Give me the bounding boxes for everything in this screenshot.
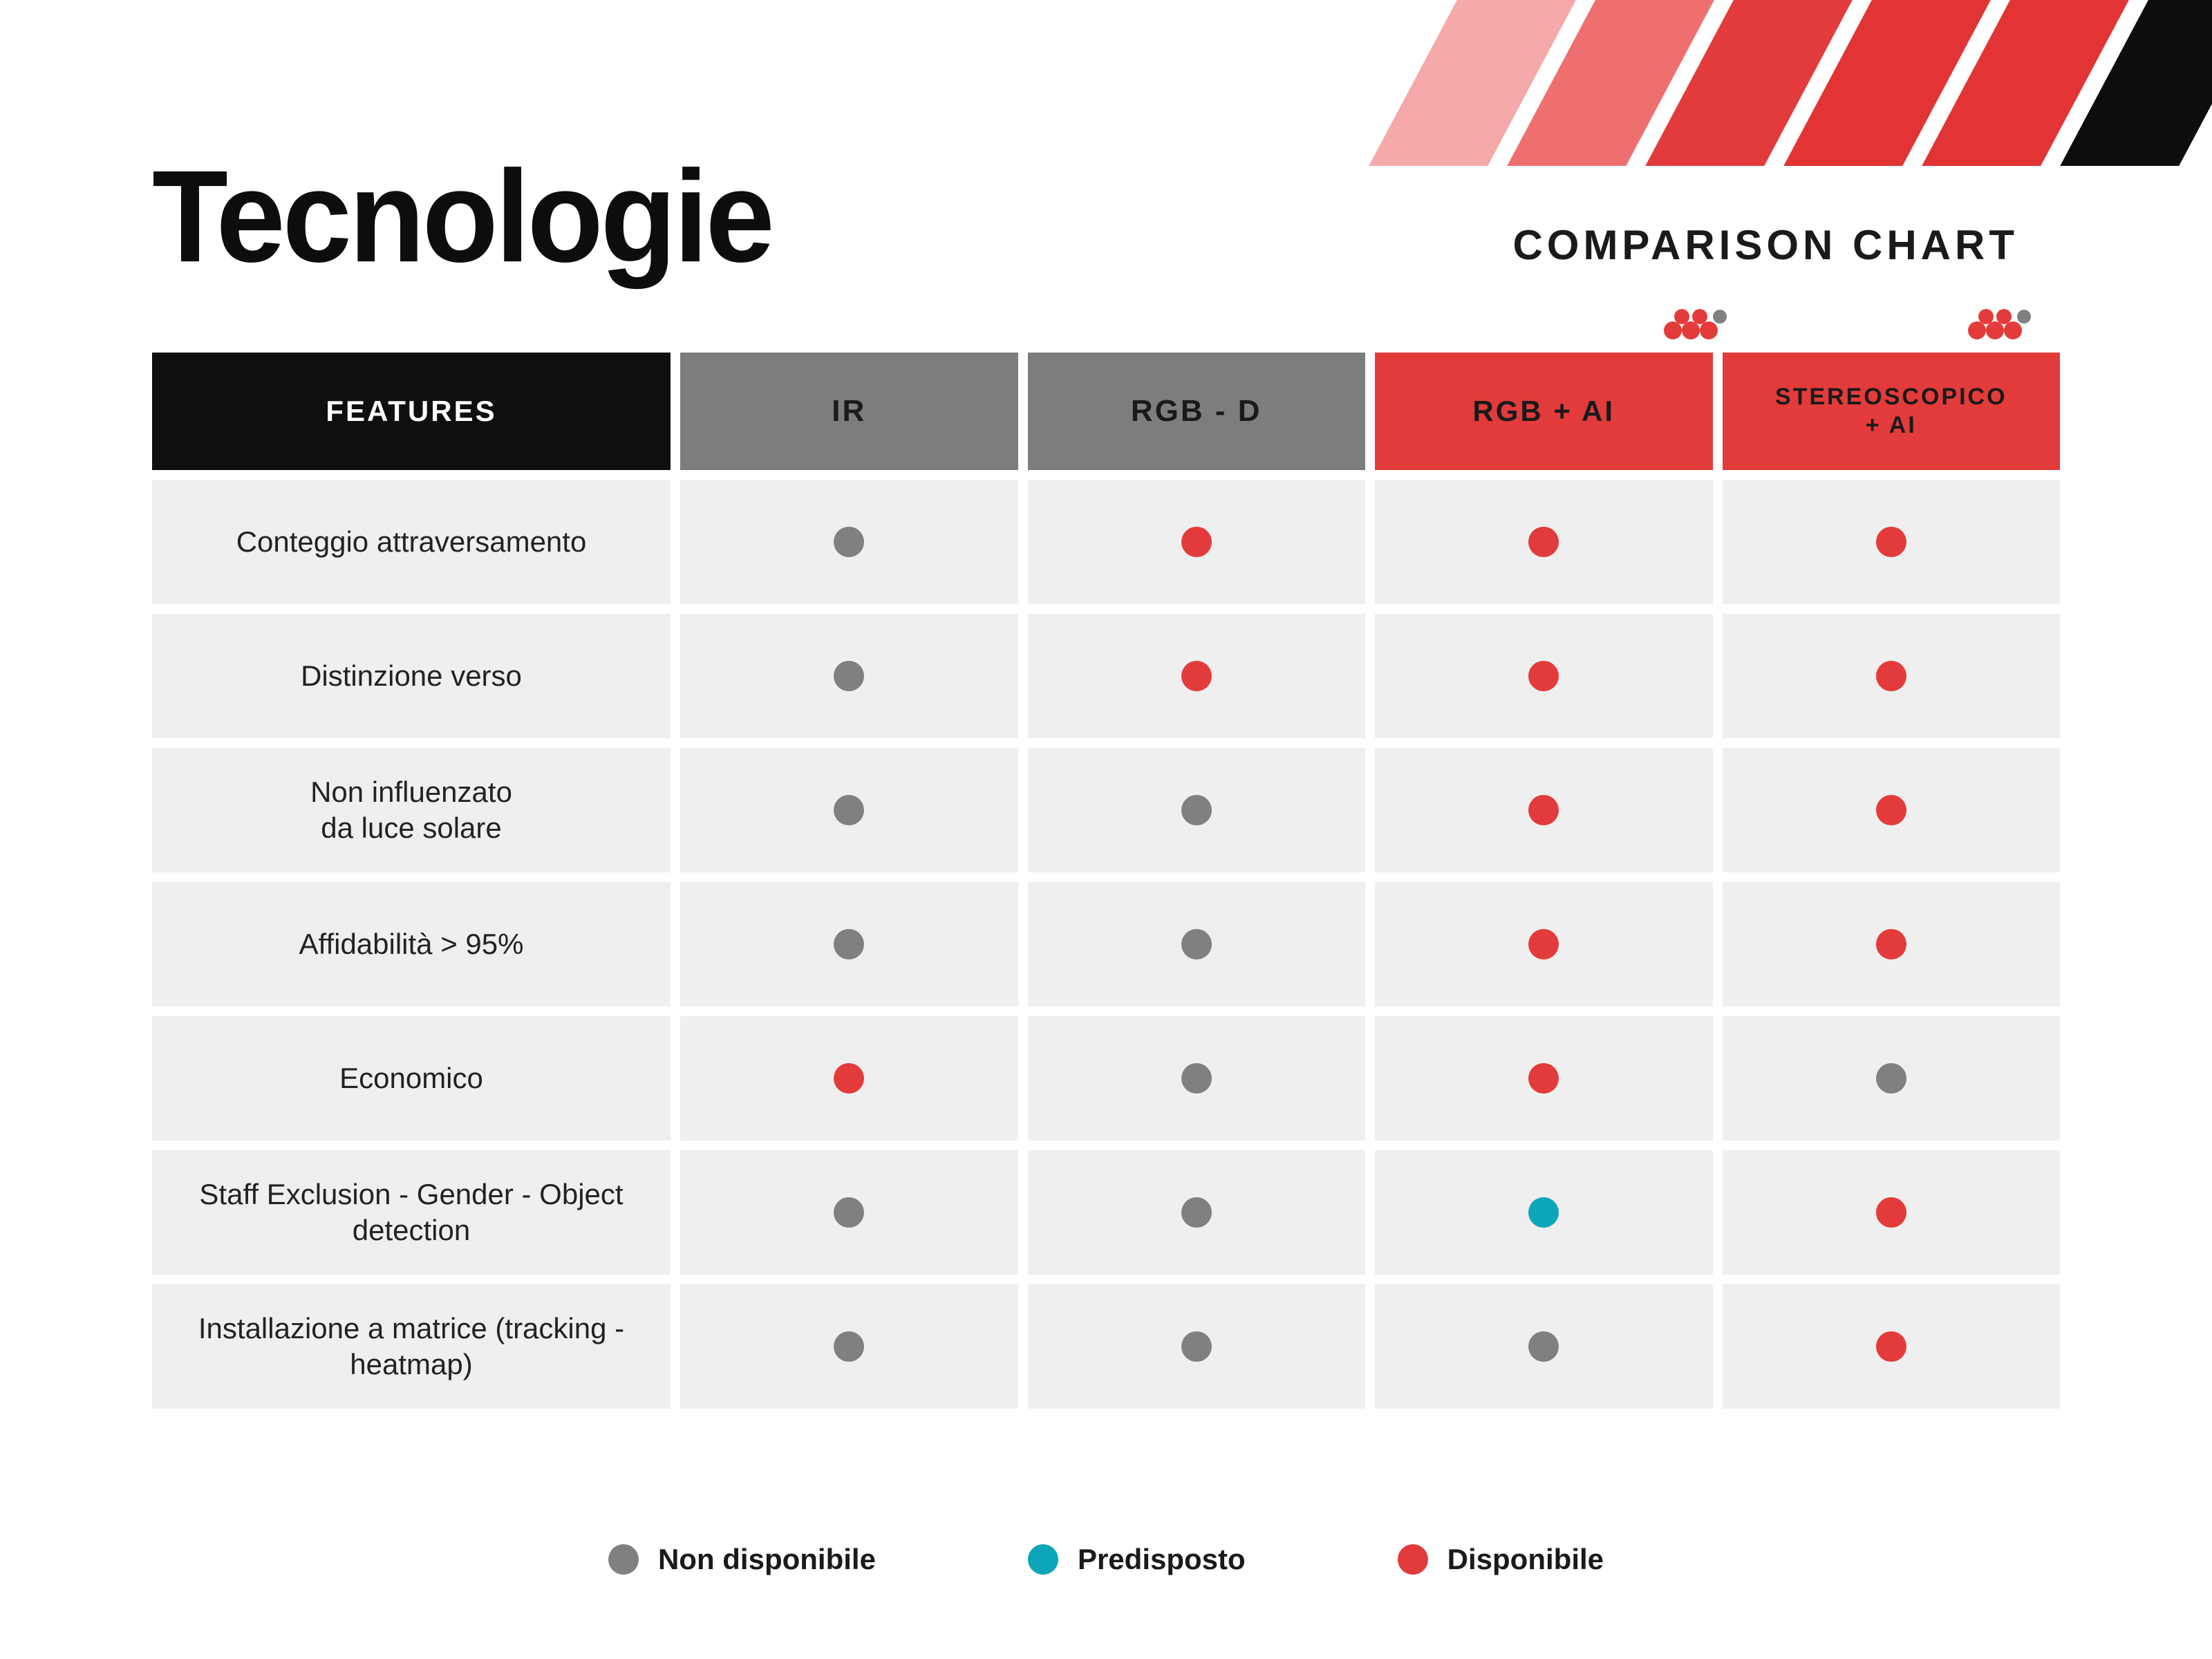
status-dot-icon [834,929,864,959]
status-dot-icon [834,527,864,557]
legend-label: Predisposto [1078,1543,1246,1576]
status-dot-icon [1528,929,1559,959]
status-cell [1028,1150,1366,1275]
status-cell [1723,480,2061,604]
brand-badge-icon [1659,304,1735,339]
status-dot-icon [1876,795,1906,825]
feature-label: Installazione a matrice (tracking - heat… [152,1284,671,1409]
status-cell [1375,748,1713,872]
status-cell [1723,1016,2061,1141]
status-cell [680,748,1018,872]
legend-dot-icon [608,1544,639,1575]
legend-label: Non disponibile [658,1543,876,1576]
status-dot-icon [1181,1063,1212,1094]
status-cell [1028,882,1366,1006]
legend-dot-icon [1028,1544,1058,1575]
status-dot-icon [1181,1197,1212,1228]
status-dot-icon [834,1197,864,1228]
page-subtitle: COMPARISON CHART [1512,221,2060,288]
status-cell [1723,614,2061,738]
status-dot-icon [834,795,864,825]
status-dot-icon [1528,661,1559,691]
decorative-stripes [1369,0,2212,166]
legend-item: Disponibile [1398,1543,1604,1576]
status-cell [1723,1150,2061,1275]
feature-label: Distinzione verso [152,614,671,738]
status-dot-icon [1876,1331,1906,1362]
status-dot-icon [1528,1197,1559,1228]
status-cell [1028,1284,1366,1409]
header: Tecnologie COMPARISON CHART [152,145,2060,288]
status-dot-icon [834,661,864,691]
status-dot-icon [1528,527,1559,557]
status-cell [1028,748,1366,872]
status-dot-icon [1528,1331,1559,1362]
status-dot-icon [1181,929,1212,959]
status-cell [1723,748,2061,872]
comparison-table: FEATURESIRRGB - DRGB + AISTEREOSCOPICO +… [152,353,2060,1409]
status-dot-icon [834,1063,864,1094]
status-cell [680,480,1018,604]
th-column: STEREOSCOPICO + AI [1723,353,2061,470]
status-cell [680,1150,1018,1275]
status-dot-icon [1876,929,1906,959]
status-cell [680,882,1018,1006]
th-column: RGB - D [1028,353,1366,470]
status-dot-icon [1876,1197,1906,1228]
feature-label: Non influenzato da luce solare [152,748,671,872]
th-features: FEATURES [152,353,671,470]
status-cell [680,1016,1018,1141]
status-cell [1375,1284,1713,1409]
brand-badge-icon [1963,304,2039,339]
status-dot-icon [1181,661,1212,691]
status-cell [680,614,1018,738]
status-cell [1723,1284,2061,1409]
status-dot-icon [1876,661,1906,691]
legend-item: Predisposto [1028,1543,1246,1576]
feature-label: Economico [152,1016,671,1141]
status-dot-icon [1181,1331,1212,1362]
feature-label: Conteggio attraversamento [152,480,671,604]
status-dot-icon [1528,1063,1559,1094]
status-cell [680,1284,1018,1409]
status-cell [1375,480,1713,604]
legend-label: Disponibile [1447,1543,1604,1576]
status-cell [1028,614,1366,738]
feature-label: Staff Exclusion - Gender - Object detect… [152,1150,671,1275]
column-badges [1659,304,2039,339]
status-cell [1375,1150,1713,1275]
status-dot-icon [1876,1063,1906,1094]
status-cell [1375,1016,1713,1141]
legend: Non disponibile Predisposto Disponibile [0,1543,2212,1576]
feature-label: Affidabilità > 95% [152,882,671,1006]
status-dot-icon [1181,527,1212,557]
legend-dot-icon [1398,1544,1428,1575]
status-cell [1028,1016,1366,1141]
page-title: Tecnologie [152,142,772,292]
status-dot-icon [1181,795,1212,825]
legend-item: Non disponibile [608,1543,876,1576]
status-dot-icon [1528,795,1559,825]
th-column: RGB + AI [1375,353,1713,470]
status-cell [1375,882,1713,1006]
status-dot-icon [834,1331,864,1362]
status-cell [1375,614,1713,738]
status-dot-icon [1876,527,1906,557]
status-cell [1723,882,2061,1006]
th-column: IR [680,353,1018,470]
status-cell [1028,480,1366,604]
